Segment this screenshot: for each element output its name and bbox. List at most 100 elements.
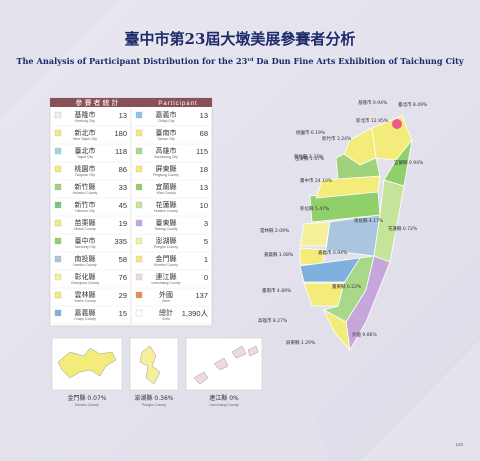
count: 13 — [200, 111, 208, 120]
swatch — [135, 309, 143, 317]
map-label: 基隆市 0.94% — [358, 99, 388, 106]
count: 58 — [119, 255, 127, 264]
map-label: 臺東縣 0.22% — [332, 283, 362, 290]
penghu-shape — [139, 345, 161, 385]
kinmen-shape — [57, 347, 117, 379]
region-zh: 嘉義縣 — [75, 308, 96, 317]
region-en: Keelung City — [75, 119, 95, 123]
map-label: 新竹市 3.24% — [322, 135, 352, 142]
count: 3 — [204, 219, 208, 228]
map-label: 新竹縣 2.37% — [294, 153, 324, 160]
region-en: Nantou County — [73, 263, 97, 267]
region-en: Miaoli County — [74, 227, 95, 231]
map-label: 宜蘭縣 0.94% — [394, 159, 424, 166]
table-header — [50, 98, 212, 107]
region-zh: 嘉義市 — [156, 110, 177, 119]
swatch — [54, 147, 62, 155]
count: 15 — [119, 309, 127, 318]
region-en: Alien — [162, 299, 170, 303]
count: 115 — [196, 147, 208, 156]
region-en: Chiayi County — [74, 317, 96, 321]
island-label: 連江縣 0% — [209, 394, 239, 402]
count: 86 — [119, 165, 127, 174]
map-label: 嘉義市 0.94% — [318, 249, 348, 256]
lienchiang-shape — [193, 345, 259, 385]
region-zh: 連江縣 — [156, 272, 177, 281]
region-zh: 總計 — [159, 308, 173, 317]
count: 118 — [115, 147, 127, 156]
region-en: Hualien County — [154, 209, 178, 213]
region-en: Changhua County — [71, 281, 99, 285]
region-en: Penghu County — [154, 245, 178, 249]
region-zh: 臺中市 — [75, 236, 96, 245]
island-label-en: Lienchiang County — [210, 403, 239, 407]
map-region — [323, 309, 351, 352]
map-label: 臺北市 8.49% — [398, 101, 428, 108]
region-zh: 臺東縣 — [156, 218, 177, 227]
swatch — [135, 147, 143, 155]
map-label: 新北市 12.95% — [356, 117, 389, 124]
region-zh: 屏東縣 — [156, 164, 177, 173]
map-label: 高雄市 8.27% — [258, 317, 288, 324]
region-zh: 基隆市 — [75, 110, 96, 119]
region-zh: 新北市 — [75, 128, 96, 137]
map-region — [315, 175, 381, 199]
swatch — [135, 237, 143, 245]
pattern — [0, 0, 120, 120]
count: 13 — [119, 111, 127, 120]
swatch — [135, 201, 143, 209]
map-label: 花蓮縣 0.72% — [388, 225, 418, 232]
swatch — [135, 183, 143, 191]
region-zh: 高雄市 — [156, 146, 177, 155]
swatch — [135, 111, 143, 119]
map-label: 臺南市 4.89% — [262, 287, 292, 294]
count: 335 — [114, 237, 127, 246]
region-zh: 金門縣 — [156, 254, 177, 263]
region-en: Taichung City — [74, 245, 95, 249]
map-label: 外國 9.86% — [352, 331, 377, 338]
swatch — [54, 111, 62, 119]
region-en: Pingtung County — [153, 173, 179, 177]
count: 137 — [195, 291, 208, 300]
swatch — [54, 129, 62, 137]
region-en: Yunlin County — [74, 299, 96, 303]
region-en: Hsinchu County — [73, 191, 98, 195]
region-en: Chiayi City — [158, 119, 175, 123]
island-label-en: Kinmen County — [75, 403, 99, 407]
region-zh: 花蓮縣 — [156, 200, 177, 209]
taipei-marker — [392, 119, 402, 129]
map-label: 雲林縣 2.09% — [260, 227, 290, 234]
count: 180 — [114, 129, 127, 138]
island-label: 澎湖縣 0.36% — [135, 394, 174, 402]
region-zh: 臺南市 — [156, 128, 177, 137]
swatch — [54, 309, 62, 317]
region-en: Taitung County — [154, 227, 178, 231]
map: 基隆市 0.94% 臺北市 8.49% 新北市 12.95% 桃園市 6.19% 新竹縣… — [258, 99, 428, 352]
region-en: SUM — [162, 317, 170, 321]
region-en: Kinmen County — [154, 263, 178, 267]
region-en: Taipei City — [77, 155, 93, 159]
table-header-zh: 參賽者統計 — [76, 98, 121, 107]
swatch — [54, 165, 62, 173]
region-en: Hsinchu City — [75, 209, 95, 213]
region-zh: 桃園市 — [75, 164, 96, 173]
swatch — [135, 165, 143, 173]
map-region — [299, 221, 331, 247]
subtitle: The Analysis of Participant Distribution… — [16, 56, 463, 66]
swatch — [54, 183, 62, 191]
count: 13 — [200, 183, 208, 192]
swatch — [54, 291, 62, 299]
map-label: 苗栗縣 1.37% — [295, 155, 325, 162]
count: 5 — [204, 237, 208, 246]
region-zh: 南投縣 — [75, 254, 96, 263]
map-label: 臺中市 24.10% — [300, 177, 333, 184]
region-zh: 苗栗縣 — [75, 218, 96, 227]
map-label: 嘉義縣 1.08% — [264, 251, 294, 258]
region-en: New Taipei City — [73, 137, 97, 141]
count: 10 — [200, 201, 208, 210]
swatch — [54, 255, 62, 263]
map-label: 桃園市 6.19% — [296, 129, 326, 136]
region-zh: 臺北市 — [75, 146, 96, 155]
count: 45 — [119, 201, 127, 210]
count: 1 — [204, 255, 208, 264]
